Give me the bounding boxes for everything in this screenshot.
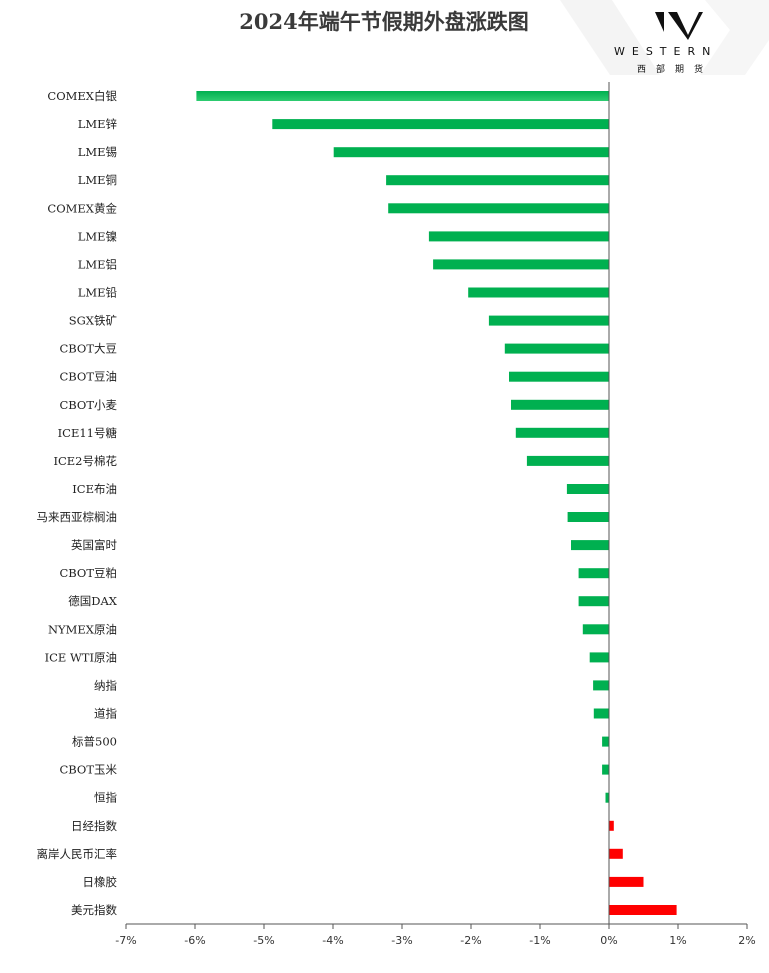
logo-name-cn: 西部期货	[637, 63, 713, 75]
category-label: CBOT豆油	[59, 370, 117, 384]
x-tick-label: -3%	[391, 934, 412, 947]
logo-background-shape-right	[700, 0, 769, 75]
category-label: 日橡胶	[83, 875, 118, 889]
chart-title: 2024年端午节假期外盘涨跌图	[239, 9, 528, 34]
bar	[589, 652, 609, 663]
category-label: COMEX黄金	[47, 201, 117, 215]
plot-area	[196, 82, 677, 924]
bar	[609, 848, 623, 859]
bar	[609, 876, 644, 887]
category-label: 纳指	[94, 678, 117, 692]
bar	[504, 343, 609, 354]
bar	[566, 484, 609, 494]
category-label: SGX铁矿	[69, 314, 117, 328]
bar	[567, 512, 609, 522]
bar	[593, 680, 609, 691]
x-tick-label: -6%	[184, 934, 205, 947]
category-label: 德国DAX	[68, 594, 118, 608]
category-label: ICE2号棉花	[53, 454, 117, 468]
category-label: CBOT小麦	[59, 398, 117, 412]
bar	[511, 399, 609, 410]
category-label: 美元指数	[71, 903, 117, 917]
bar	[602, 736, 609, 747]
category-label: LME锡	[78, 145, 117, 159]
bar	[515, 427, 609, 438]
x-tick-label: -4%	[322, 934, 343, 947]
x-tick-label: -1%	[529, 934, 550, 947]
x-axis: -7% -6% -5% -4% -3% -2% -1% 0% 1% 2%	[115, 923, 756, 947]
logo-name: WESTERN	[614, 45, 717, 58]
bar	[605, 792, 609, 803]
category-label: 马来西亚棕榈油	[37, 510, 118, 524]
category-label: ICE布油	[72, 482, 117, 496]
x-tick-label: -7%	[115, 934, 136, 947]
category-label: CBOT豆粕	[59, 566, 117, 580]
bar	[571, 540, 609, 551]
bar	[272, 119, 609, 130]
bar	[428, 231, 609, 242]
logo-background-shape	[560, 0, 660, 75]
bar	[578, 568, 609, 579]
category-label: 英国富时	[71, 538, 117, 552]
bar	[609, 820, 614, 831]
bar	[609, 905, 677, 915]
bar	[578, 596, 609, 607]
bar	[196, 91, 609, 101]
x-tick-label: -5%	[253, 934, 274, 947]
category-label: 离岸人民币汇率	[37, 847, 118, 861]
bar	[388, 203, 609, 214]
logo-mark-icon	[655, 12, 703, 40]
category-label: LME铜	[78, 173, 117, 187]
western-logo: WESTERN 西部期货	[560, 0, 769, 75]
category-label: CBOT玉米	[59, 763, 117, 777]
bar	[433, 259, 609, 270]
category-label: COMEX白银	[47, 89, 117, 103]
bar	[468, 287, 609, 298]
category-label: NYMEX原油	[48, 622, 117, 636]
category-label: CBOT大豆	[59, 342, 117, 356]
category-label: LME铅	[78, 286, 118, 300]
category-label: 道指	[94, 707, 117, 721]
category-label: ICE WTI原油	[45, 650, 117, 664]
bar	[333, 147, 609, 158]
category-label: ICE11号糖	[58, 426, 118, 440]
x-tick-label: 0%	[600, 934, 617, 947]
bar	[582, 624, 609, 635]
category-label: 标普500	[72, 735, 117, 749]
x-tick-label: -2%	[460, 934, 481, 947]
bar	[526, 455, 609, 466]
category-label: 日经指数	[71, 819, 117, 833]
x-tick-label: 2%	[738, 934, 755, 947]
category-label: 恒指	[94, 791, 117, 805]
category-label: LME铝	[78, 257, 117, 271]
bar	[509, 371, 609, 382]
bar	[488, 315, 609, 326]
category-label: LME锌	[78, 117, 118, 131]
bar	[602, 764, 609, 775]
x-tick-label: 1%	[669, 934, 686, 947]
bar	[386, 175, 609, 186]
bar	[593, 708, 609, 719]
category-label: LME镍	[78, 229, 117, 243]
category-labels: COMEX白银 LME锌 LME锡 LME铜 COMEX黄金 LME镍 LME铝 LME铅 SG…	[37, 89, 118, 917]
